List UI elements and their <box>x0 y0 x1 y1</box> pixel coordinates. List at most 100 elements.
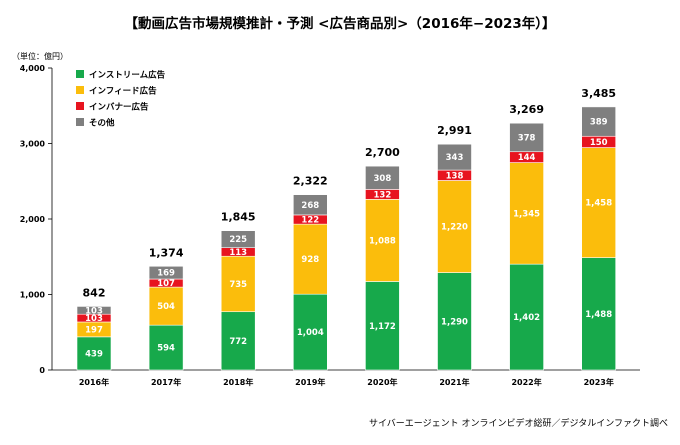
x-tick-label: 2018年 <box>223 377 253 387</box>
bar-segment-label: 1,402 <box>513 313 540 323</box>
bar-segment-label: 389 <box>590 118 608 128</box>
bar-segment-label: 138 <box>446 171 464 181</box>
bar-segment-label: 308 <box>374 174 392 184</box>
bar-segment-label: 103 <box>85 306 103 316</box>
x-tick-label: 2023年 <box>584 377 614 387</box>
bar-total-label: 2,700 <box>365 146 400 159</box>
legend-item: インバナー広告 <box>76 102 149 113</box>
y-tick-label: 0 <box>39 366 45 375</box>
bar-segment <box>509 162 544 265</box>
bar-segment-label: 144 <box>518 153 536 163</box>
bar-segment <box>581 147 617 258</box>
y-tick-label: 1,000 <box>20 291 46 300</box>
bar-total-label: 3,269 <box>509 103 544 116</box>
bar-segment <box>148 324 184 371</box>
bar-segment-label: 1,004 <box>297 328 324 338</box>
bar-group: 1,172 1,088 132 308 2,700 2020年 <box>365 146 400 387</box>
bar-segment <box>437 143 472 171</box>
chart-title: 【動画広告市場規模推計・予測 <広告商品別>（2016年−2023年）】 <box>124 15 555 32</box>
legend-label: インフィード広告 <box>89 86 157 97</box>
bar-segment-label: 1,458 <box>585 199 612 209</box>
bar-segment-label: 169 <box>157 269 175 279</box>
legend-item: インストリーム広告 <box>76 70 166 81</box>
bar-segment-label: 735 <box>229 280 247 290</box>
bar-segment-label: 928 <box>301 255 319 265</box>
bar-segment-label: 594 <box>157 344 175 354</box>
bar-segment <box>292 194 328 216</box>
bar-segment-label: 150 <box>590 138 608 148</box>
y-tick-label: 2,000 <box>20 215 46 224</box>
bar-segment <box>76 306 112 315</box>
bar-segment <box>365 281 400 371</box>
bar-group: 1,004 928 122 268 2,322 2019年 <box>293 175 328 387</box>
bar-segment-label: 1,220 <box>441 223 468 233</box>
legend-item: インフィード広告 <box>76 86 157 97</box>
bar-segment-label: 439 <box>85 349 103 359</box>
bar-segment-label: 132 <box>374 190 392 200</box>
x-tick-label: 2016年 <box>79 377 109 387</box>
bar-segment <box>581 106 617 137</box>
legend-swatch <box>76 118 84 126</box>
bars: 4391971031038422016年5945041071691,374201… <box>76 87 616 387</box>
bar-total-label: 2,991 <box>437 124 472 137</box>
bar-segment-label: 197 <box>85 325 103 335</box>
bar-total-label: 2,322 <box>293 175 328 188</box>
x-tick-label: 2020年 <box>367 377 397 387</box>
bar-segment-label: 103 <box>85 314 103 324</box>
bar-segment-label: 504 <box>157 302 175 312</box>
bar-segment-label: 1,088 <box>369 236 396 246</box>
x-tick-label: 2021年 <box>439 377 469 387</box>
legend-label: インストリーム広告 <box>89 70 166 81</box>
source-note: サイバーエージェント オンラインビデオ総研／デジタルインファクト調べ <box>369 417 668 429</box>
bar-segment-label: 1,488 <box>585 310 612 320</box>
bar-segment-label: 1,290 <box>441 317 468 327</box>
bar-group: 1,488 1,458 150 389 3,485 2023年 <box>581 87 616 387</box>
legend-swatch <box>76 70 84 78</box>
bar-segment <box>365 199 400 282</box>
bar-segment <box>292 293 328 371</box>
bar-segment <box>292 223 328 295</box>
legend-label: インバナー広告 <box>89 102 149 113</box>
legend-label: その他 <box>89 118 115 129</box>
bar-segment <box>220 255 256 313</box>
bar-total-label: 842 <box>83 286 106 299</box>
bar-segment <box>509 263 544 371</box>
bar-segment <box>509 122 544 153</box>
bar-segment-label: 343 <box>446 153 464 163</box>
bar-segment <box>148 265 184 280</box>
unit-label: （単位：億円） <box>12 51 68 61</box>
bar-segment-label: 378 <box>518 133 536 143</box>
bar-group: 1,290 1,220 138 343 2,991 2021年 <box>437 124 472 387</box>
bar-segment <box>220 230 256 248</box>
x-tick-label: 2019年 <box>295 377 325 387</box>
bar-total-label: 1,845 <box>221 211 256 224</box>
bar-segment <box>148 286 184 326</box>
bar-segment-label: 122 <box>301 216 319 226</box>
bar-segment-label: 1,172 <box>369 322 396 332</box>
bar-segment-label: 772 <box>229 337 247 347</box>
legend-item: その他 <box>76 118 115 129</box>
bar-segment <box>581 257 617 371</box>
bar-segment-label: 268 <box>301 201 319 211</box>
bar-segment-label: 113 <box>229 248 247 258</box>
bar-segment <box>437 180 472 273</box>
bar-group: 772 735 113 225 1,845 2018年 <box>221 211 256 387</box>
legend-swatch <box>76 86 84 94</box>
bar-total-label: 1,374 <box>149 246 184 259</box>
x-tick-label: 2022年 <box>511 377 541 387</box>
bar-segment <box>220 311 256 371</box>
legend-swatch <box>76 102 84 110</box>
bar-segment-label: 107 <box>157 279 175 289</box>
bar-segment-label: 1,345 <box>513 209 540 219</box>
bar-segment-label: 225 <box>229 235 247 245</box>
bar-total-label: 3,485 <box>581 87 616 100</box>
bar-group: 1,402 1,345 144 378 3,269 2022年 <box>509 103 544 387</box>
x-tick-label: 2017年 <box>151 377 181 387</box>
bar-segment <box>365 165 400 190</box>
y-tick-label: 3,000 <box>20 140 46 149</box>
y-tick-label: 4,000 <box>20 64 46 73</box>
